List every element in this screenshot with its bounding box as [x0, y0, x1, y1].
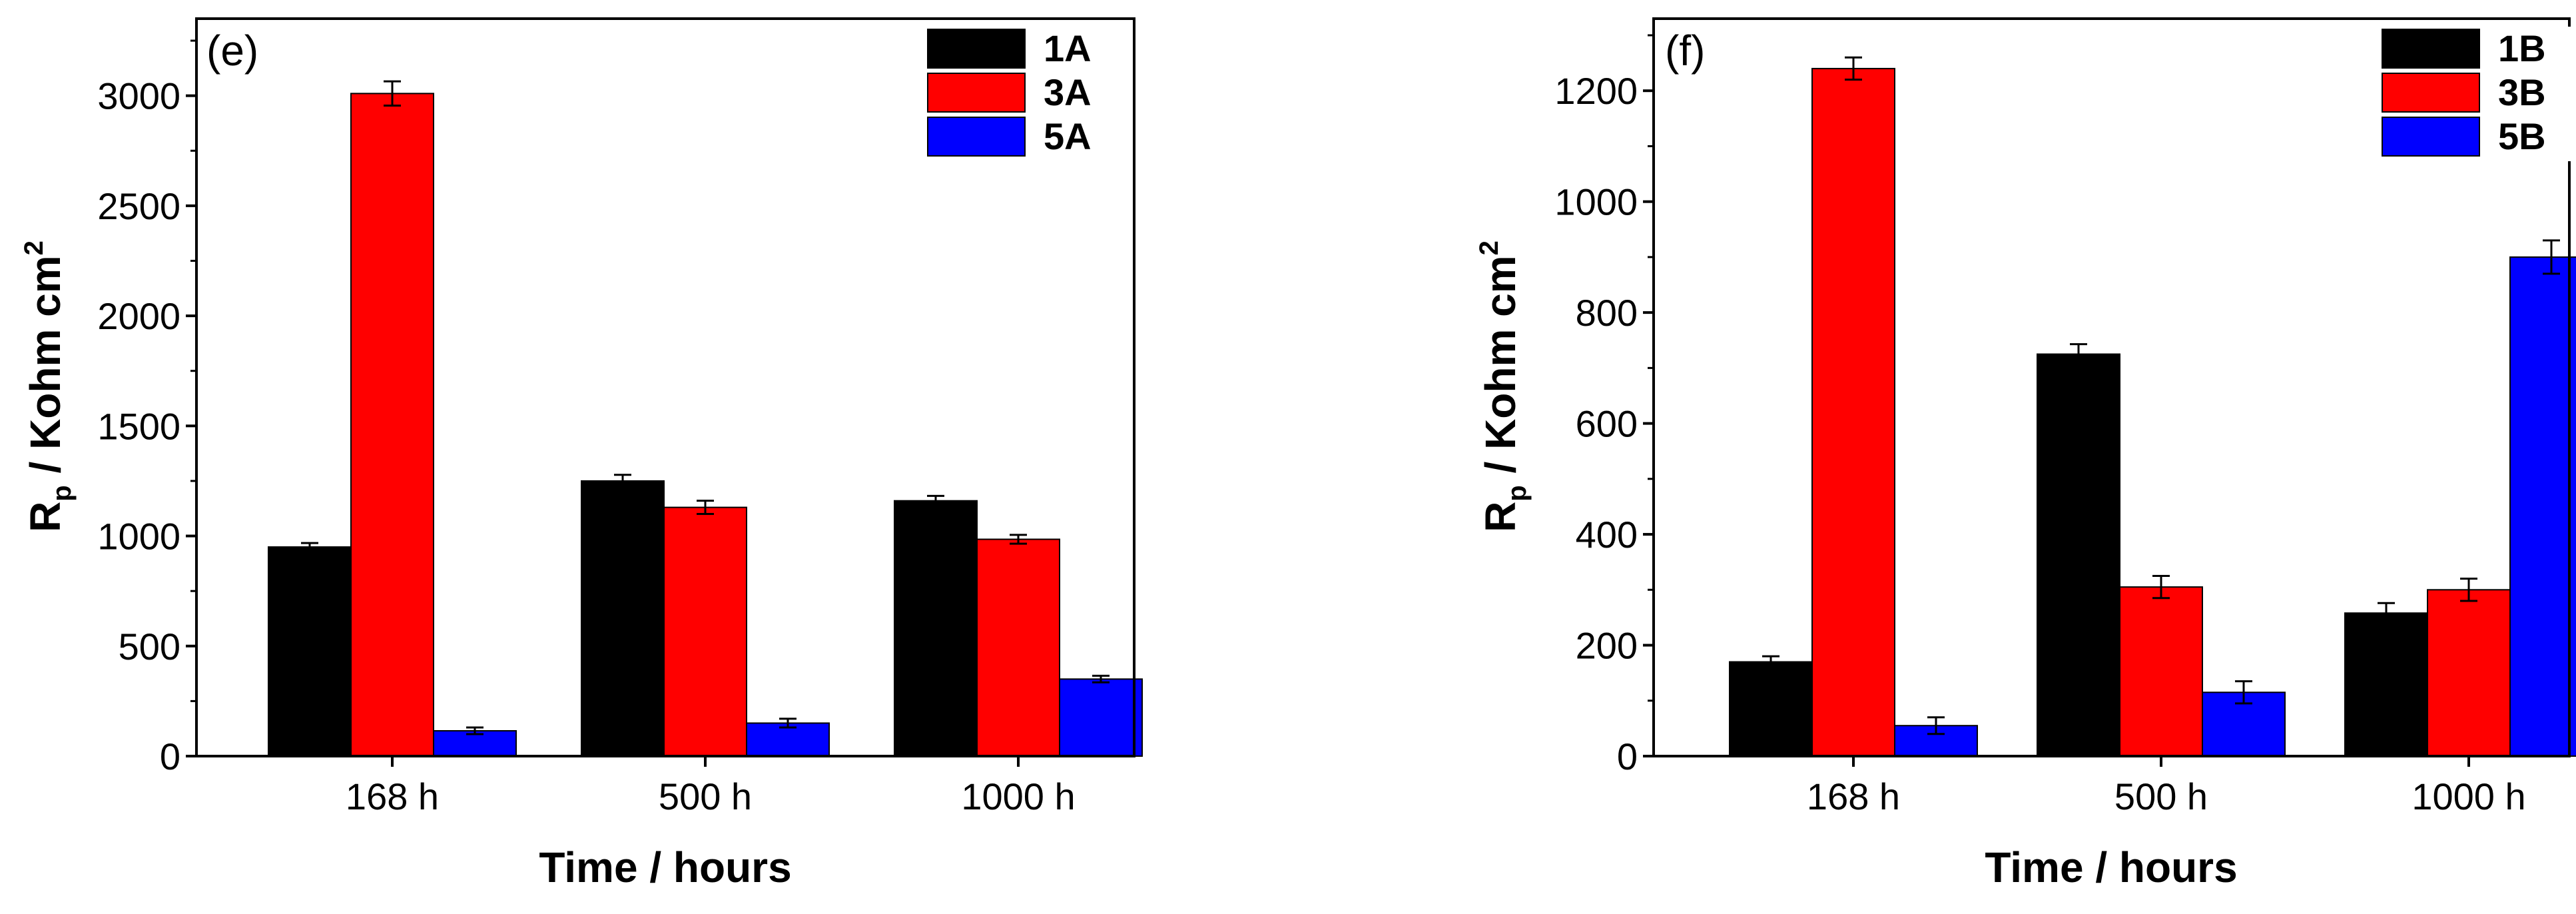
panel-f-x-axis-title: Time / hours [1985, 843, 2237, 891]
legend-swatch-5a [927, 117, 1026, 157]
bar-1b-1 [1729, 661, 1813, 757]
panel-f-y-axis-sub: p [1502, 485, 1532, 501]
x-tick-label: 1000 h [2412, 775, 2525, 817]
bar-1a-1 [268, 546, 352, 757]
panel-e-x-ticks: 168 h 500 h 1000 h [346, 756, 1076, 817]
panel-f-y-axis-r: R [1476, 502, 1524, 532]
bar-3a-3 [976, 538, 1060, 757]
panel-e-y-axis-sub: p [47, 485, 77, 501]
panel-e-y-axis-sup: 2 [19, 240, 49, 255]
panel-f-y-ticks: 0 200 400 600 800 1000 1200 [1554, 34, 1654, 777]
legend-swatch-1a [927, 29, 1026, 69]
bar-5a-3 [1059, 678, 1143, 757]
bar-3a-1 [350, 93, 434, 757]
x-tick-label: 500 h [659, 775, 752, 817]
panel-f: 0 200 400 600 800 1000 1200 168 h 500 h 1000 h (… [1474, 17, 2576, 891]
panel-e-x-axis-title: Time / hours [539, 843, 791, 891]
bar-1a-3 [894, 500, 978, 757]
panel-f-y-axis-title: Rp / Kohm cm2 [1474, 240, 1532, 532]
panel-f-bars [1729, 67, 2576, 757]
bar-1b-3 [2344, 612, 2428, 757]
x-tick-label: 500 h [2114, 775, 2208, 817]
legend-swatch-3b [2382, 73, 2480, 113]
y-tick-label: 1000 [1554, 181, 1638, 223]
y-tick-label: 1500 [97, 405, 180, 447]
panel-e-bars [268, 93, 1143, 757]
legend-swatch-3a [927, 73, 1026, 113]
bar-1a-2 [581, 480, 665, 757]
panel-e-y-axis-title: Rp / Kohm cm2 [19, 240, 77, 532]
panel-e-y-ticks: 0 500 1000 1500 2000 2500 3000 [97, 39, 196, 777]
bar-5b-3 [2509, 256, 2576, 757]
bar-3b-2 [2119, 586, 2203, 757]
legend-label-3a: 3A [1044, 71, 1092, 113]
panel-f-x-ticks: 168 h 500 h 1000 h [1807, 756, 2526, 817]
x-tick-label: 168 h [346, 775, 439, 817]
legend-label-1a: 1A [1044, 27, 1092, 69]
legend-label-3b: 3B [2498, 71, 2546, 113]
panel-e-y-axis-mid: / Kohm cm [21, 255, 69, 485]
y-tick-label: 600 [1576, 403, 1638, 445]
x-tick-label: 168 h [1807, 775, 1900, 817]
panel-f-frame [1652, 17, 2571, 757]
legend-swatch-5b [2382, 117, 2480, 157]
y-tick-label: 0 [160, 735, 180, 777]
panel-f-error-bars [1762, 56, 2560, 735]
x-tick-label: 1000 h [961, 775, 1075, 817]
y-tick-label: 500 [119, 626, 180, 668]
legend-swatch-1b [2382, 29, 2480, 69]
bar-5a-2 [746, 722, 830, 757]
bar-3b-3 [2427, 589, 2511, 757]
legend-label-5a: 5A [1044, 115, 1092, 157]
panel-e-tag: (e) [206, 27, 258, 75]
panel-e-y-axis-r: R [21, 502, 69, 532]
legend-label-5b: 5B [2498, 115, 2546, 157]
y-tick-label: 3000 [97, 75, 180, 117]
panel-e: 0 500 1000 1500 2000 2500 3000 168 h 500 h 1000 … [19, 17, 1143, 891]
panel-f-y-axis-sup: 2 [1474, 240, 1504, 255]
y-tick-label: 2500 [97, 185, 180, 227]
panel-f-y-axis-mid: / Kohm cm [1476, 255, 1524, 485]
y-tick-label: 1200 [1554, 70, 1638, 112]
legend-label-1b: 1B [2498, 27, 2546, 69]
panel-e-frame [195, 17, 1135, 757]
y-tick-label: 200 [1576, 625, 1638, 667]
y-tick-label: 400 [1576, 514, 1638, 556]
y-tick-label: 1000 [97, 516, 180, 558]
y-tick-label: 2000 [97, 295, 180, 337]
bar-1b-2 [2037, 353, 2120, 757]
bar-3a-2 [663, 506, 747, 757]
y-tick-label: 800 [1576, 292, 1638, 334]
y-tick-label: 0 [1617, 735, 1638, 777]
bar-3b-1 [1811, 67, 1895, 757]
panel-e-error-bars [301, 80, 1110, 735]
panel-f-tag: (f) [1665, 27, 1705, 75]
